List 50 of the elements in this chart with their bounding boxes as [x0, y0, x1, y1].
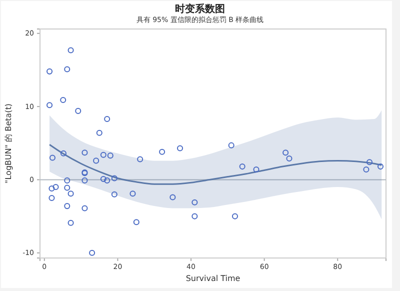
point: [64, 203, 70, 210]
point: [49, 154, 56, 161]
point: [100, 176, 106, 182]
point: [82, 177, 88, 184]
point: [253, 166, 260, 172]
y-axis-title: "LogBUN" 的 Beta(t): [4, 104, 13, 184]
point: [232, 213, 238, 220]
point: [282, 150, 289, 156]
point: [366, 159, 373, 166]
point: [89, 250, 96, 256]
point: [130, 190, 136, 197]
point: [377, 164, 384, 170]
point: [68, 47, 74, 54]
point: [82, 150, 88, 156]
point: [363, 166, 370, 172]
point: [107, 152, 114, 159]
point: [100, 152, 106, 158]
point: [286, 155, 292, 162]
point: [104, 177, 110, 184]
point: [159, 148, 166, 155]
point: [64, 177, 70, 184]
point: [46, 68, 53, 74]
point: [75, 108, 82, 114]
point: [52, 184, 59, 190]
point: [93, 158, 100, 164]
point: [176, 145, 184, 152]
point: [64, 66, 70, 72]
point: [133, 219, 140, 226]
point: [60, 96, 66, 103]
point: [228, 142, 234, 148]
point: [192, 213, 198, 220]
point: [68, 190, 74, 197]
point: [239, 164, 246, 170]
point: [111, 175, 118, 182]
point: [96, 130, 102, 136]
chart-title: 时变系数图: [175, 3, 225, 15]
point: [64, 184, 70, 191]
point: [192, 199, 198, 206]
point: [137, 156, 144, 162]
point: [48, 194, 55, 202]
point: [82, 205, 88, 212]
point: [111, 191, 118, 198]
x-axis-title: Survival Time: [186, 274, 240, 283]
point: [170, 194, 176, 200]
point: [46, 102, 53, 108]
point: [104, 116, 110, 122]
point: [48, 185, 55, 192]
point: [68, 220, 74, 226]
point: [60, 150, 66, 156]
line-series: [48, 144, 382, 185]
